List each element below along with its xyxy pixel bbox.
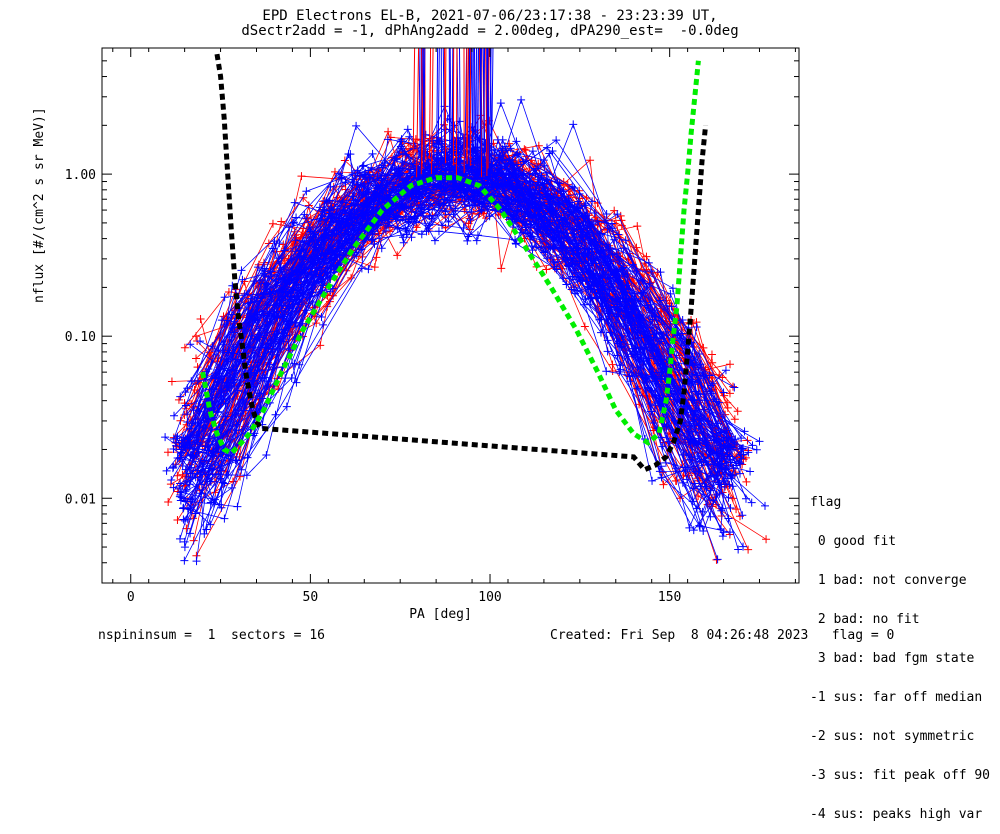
blue-cross-marker: [167, 476, 175, 484]
blue-cross-marker: [693, 323, 701, 331]
blue-cross-marker: [494, 136, 502, 144]
blue-cross-marker: [345, 150, 353, 158]
blue-cross-marker: [615, 368, 623, 376]
blue-cross-marker: [755, 437, 763, 445]
blue-cross-marker: [690, 526, 698, 534]
blue-cross-marker: [181, 388, 189, 396]
blue-cross-marker: [529, 147, 537, 155]
blue-cross-marker: [719, 532, 727, 540]
saturated-curve: [484, 48, 485, 165]
blue-cross-marker: [400, 239, 408, 247]
legend-title: flag: [810, 496, 990, 509]
legend-item: -3 sus: fit peak off 90: [810, 769, 990, 782]
blue-cross-marker: [602, 367, 610, 375]
blue-cross-marker: [517, 96, 525, 104]
plot-area: [161, 48, 770, 565]
blue-cross-marker: [193, 557, 201, 565]
red-cross-marker: [497, 264, 505, 272]
red-cross-marker: [312, 319, 320, 327]
blue-cross-marker: [569, 120, 577, 128]
blue-cross-marker: [442, 125, 450, 133]
x-tick-label: 100: [478, 590, 501, 605]
footer-info-left: nspininsum = 1 sectors = 16: [98, 628, 325, 643]
blue-cross-marker: [272, 411, 280, 419]
red-cross-marker: [633, 222, 641, 230]
blue-cross-marker: [180, 557, 188, 565]
saturated-curve: [472, 48, 473, 168]
y-axis-label: nflux [#/(cm^2 s sr MeV)]: [32, 107, 47, 303]
blue-cross-marker: [378, 244, 386, 252]
red-cross-marker: [762, 535, 770, 543]
red-cross-marker: [316, 341, 324, 349]
footer-info-right: Created: Fri Sep 8 04:26:48 2023 flag = …: [550, 628, 894, 643]
red-cross-marker: [269, 220, 277, 228]
red-cross-marker: [708, 350, 716, 358]
y-tick-label: 0.01: [65, 492, 96, 507]
chart-subtitle: dSectr2add = -1, dPhAng2add = 2.00deg, d…: [0, 24, 990, 38]
red-cross-marker: [726, 360, 734, 368]
blue-cross-marker: [364, 265, 372, 273]
data-layer: [161, 48, 770, 565]
blue-cross-marker: [220, 515, 228, 523]
x-tick-label: 150: [658, 590, 681, 605]
blue-cross-marker: [181, 543, 189, 551]
blue-cross-marker: [714, 555, 722, 563]
saturated-curve: [456, 48, 457, 176]
x-axis-label: PA [deg]: [409, 607, 472, 622]
red-cross-marker: [371, 263, 379, 271]
x-tick-label: 50: [303, 590, 319, 605]
legend-item: 0 good fit: [810, 535, 990, 548]
blue-cross-marker: [648, 477, 656, 485]
blue-cross-marker: [161, 433, 169, 441]
blue-cross-marker: [180, 504, 188, 512]
blue-cross-marker: [497, 99, 505, 107]
red-cross-marker: [197, 315, 205, 323]
flag-legend: flag 0 good fit 1 bad: not converge 2 ba…: [810, 470, 990, 834]
red-cross-marker: [581, 322, 589, 330]
red-cross-marker: [393, 251, 401, 259]
legend-item: -4 sus: peaks high var: [810, 808, 990, 821]
legend-item: 2 bad: no fit: [810, 613, 990, 626]
red-cross-marker: [164, 498, 172, 506]
red-cross-marker: [297, 172, 305, 180]
legend-item: 3 bad: bad fgm state: [810, 652, 990, 665]
red-cross-marker: [168, 377, 176, 385]
blue-cross-marker: [233, 503, 241, 511]
chart-title: EPD Electrons EL-B, 2021-07-06/23:17:38 …: [0, 9, 990, 23]
red-cross-marker: [731, 415, 739, 423]
x-tick-label: 0: [127, 590, 135, 605]
red-cross-marker: [181, 344, 189, 352]
y-tick-label: 1.00: [65, 168, 96, 183]
red-cross-marker: [742, 478, 750, 486]
legend-item: 1 bad: not converge: [810, 574, 990, 587]
blue-cross-marker: [319, 321, 327, 329]
blue-cross-marker: [318, 313, 326, 321]
saturated-curve: [476, 48, 477, 160]
blue-cross-marker: [404, 125, 412, 133]
y-tick-label: 0.10: [65, 330, 96, 345]
legend-item: -1 sus: far off median: [810, 691, 990, 704]
legend-item: -2 sus: not symmetric: [810, 730, 990, 743]
blue-cross-marker: [552, 136, 560, 144]
blue-cross-marker: [746, 468, 754, 476]
blue-cross-marker: [473, 237, 481, 245]
red-cross-marker: [726, 389, 734, 397]
blue-cross-marker: [463, 237, 471, 245]
blue-cross-marker: [186, 340, 194, 348]
blue-cross-marker: [753, 446, 761, 454]
